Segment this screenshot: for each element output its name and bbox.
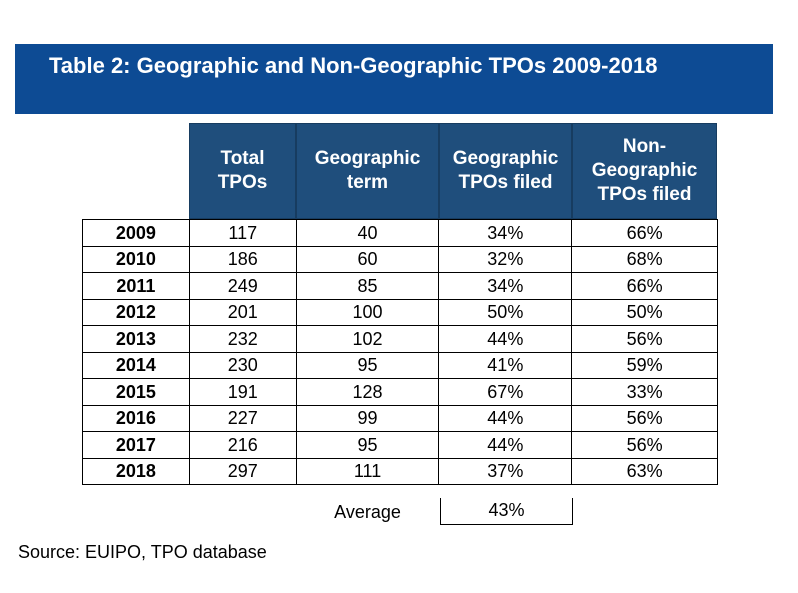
table-row: 2009 117 40 34% 66%: [82, 219, 718, 247]
data-table: 2009 117 40 34% 66% 2010 186 60 32% 68% 2011 249 85 3…: [82, 219, 718, 485]
table-row: 2013 232 102 44% 56%: [82, 325, 718, 353]
header-total-tpos: Total TPOs: [189, 123, 296, 219]
total-tpos-cell: 216: [188, 431, 297, 459]
non-geographic-filed-cell: 56%: [571, 325, 718, 353]
geographic-term-cell: 60: [295, 245, 440, 273]
geographic-term-cell: 40: [295, 219, 440, 247]
year-cell: 2011: [82, 272, 190, 300]
geographic-filed-cell: 67%: [438, 378, 573, 406]
year-cell: 2015: [82, 378, 190, 406]
table-row: 2016 227 99 44% 56%: [82, 404, 718, 432]
year-cell: 2014: [82, 351, 190, 379]
year-cell: 2018: [82, 457, 190, 485]
non-geographic-filed-cell: 68%: [571, 245, 718, 273]
average-label: Average: [334, 502, 401, 522]
non-geographic-filed-cell: 33%: [571, 378, 718, 406]
geographic-term-cell: 99: [295, 404, 440, 432]
geographic-filed-cell: 44%: [438, 325, 573, 353]
non-geographic-filed-cell: 66%: [571, 272, 718, 300]
non-geographic-filed-cell: 59%: [571, 351, 718, 379]
total-tpos-cell: 227: [188, 404, 297, 432]
non-geographic-filed-cell: 50%: [571, 298, 718, 326]
header-geographic-term: Geographic term: [296, 123, 439, 219]
table-title: Table 2: Geographic and Non-Geographic T…: [15, 44, 773, 114]
non-geographic-filed-cell: 56%: [571, 431, 718, 459]
geographic-filed-cell: 34%: [438, 219, 573, 247]
geographic-term-cell: 95: [295, 351, 440, 379]
total-tpos-cell: 297: [188, 457, 297, 485]
geographic-term-cell: 85: [295, 272, 440, 300]
year-cell: 2017: [82, 431, 190, 459]
geographic-term-cell: 100: [295, 298, 440, 326]
table-row: 2012 201 100 50% 50%: [82, 298, 718, 326]
geographic-term-cell: 111: [295, 457, 440, 485]
table-row: 2011 249 85 34% 66%: [82, 272, 718, 300]
non-geographic-filed-cell: 66%: [571, 219, 718, 247]
total-tpos-cell: 230: [188, 351, 297, 379]
geographic-filed-cell: 44%: [438, 404, 573, 432]
average-value: 43%: [440, 498, 573, 525]
geographic-filed-cell: 34%: [438, 272, 573, 300]
year-cell: 2012: [82, 298, 190, 326]
source-note: Source: EUIPO, TPO database: [18, 542, 267, 562]
year-cell: 2009: [82, 219, 190, 247]
total-tpos-cell: 201: [188, 298, 297, 326]
header-non-geographic-tpos-filed: Non- Geographic TPOs filed: [572, 123, 717, 219]
geographic-term-cell: 128: [295, 378, 440, 406]
year-cell: 2013: [82, 325, 190, 353]
table-row: 2014 230 95 41% 59%: [82, 351, 718, 379]
geographic-filed-cell: 50%: [438, 298, 573, 326]
geographic-term-cell: 102: [295, 325, 440, 353]
geographic-filed-cell: 41%: [438, 351, 573, 379]
header-geographic-tpos-filed: Geographic TPOs filed: [439, 123, 572, 219]
geographic-filed-cell: 44%: [438, 431, 573, 459]
table-row: 2015 191 128 67% 33%: [82, 378, 718, 406]
total-tpos-cell: 117: [188, 219, 297, 247]
year-cell: 2010: [82, 245, 190, 273]
total-tpos-cell: 249: [188, 272, 297, 300]
total-tpos-cell: 186: [188, 245, 297, 273]
year-cell: 2016: [82, 404, 190, 432]
non-geographic-filed-cell: 63%: [571, 457, 718, 485]
geographic-filed-cell: 32%: [438, 245, 573, 273]
geographic-term-cell: 95: [295, 431, 440, 459]
table-row: 2017 216 95 44% 56%: [82, 431, 718, 459]
table-row: 2018 297 111 37% 63%: [82, 457, 718, 485]
table-row: 2010 186 60 32% 68%: [82, 245, 718, 273]
total-tpos-cell: 232: [188, 325, 297, 353]
geographic-filed-cell: 37%: [438, 457, 573, 485]
non-geographic-filed-cell: 56%: [571, 404, 718, 432]
total-tpos-cell: 191: [188, 378, 297, 406]
